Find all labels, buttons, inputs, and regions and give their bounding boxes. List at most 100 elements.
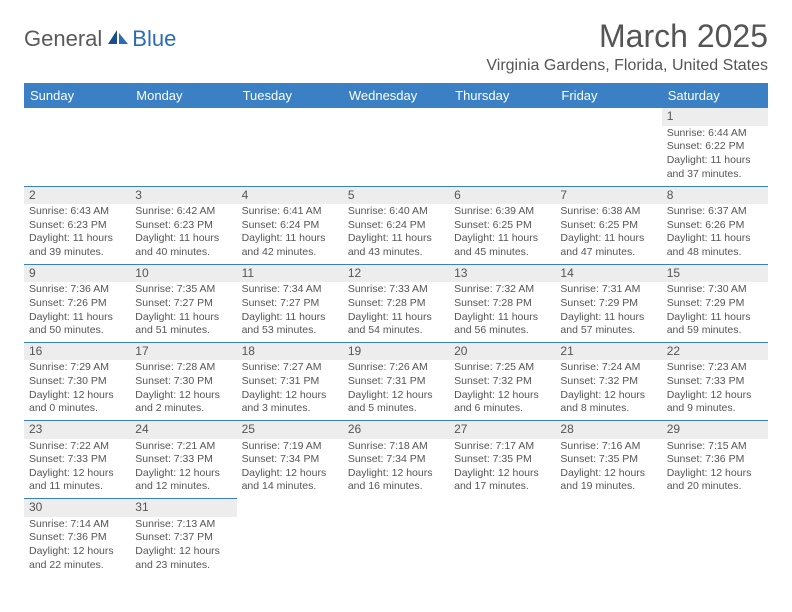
calendar-cell <box>237 108 343 186</box>
calendar-cell: 11Sunrise: 7:34 AMSunset: 7:27 PMDayligh… <box>237 264 343 342</box>
day-number: 6 <box>449 187 555 205</box>
calendar-cell: 20Sunrise: 7:25 AMSunset: 7:32 PMDayligh… <box>449 342 555 420</box>
day-info: Sunrise: 7:18 AMSunset: 7:34 PMDaylight:… <box>348 440 444 495</box>
day-number: 2 <box>24 187 130 205</box>
calendar-cell: 15Sunrise: 7:30 AMSunset: 7:29 PMDayligh… <box>662 264 768 342</box>
calendar-cell: 2Sunrise: 6:43 AMSunset: 6:23 PMDaylight… <box>24 186 130 264</box>
day-number: 20 <box>449 343 555 361</box>
day-number: 21 <box>555 343 661 361</box>
day-number: 4 <box>237 187 343 205</box>
col-sunday: Sunday <box>24 83 130 108</box>
calendar-cell: 5Sunrise: 6:40 AMSunset: 6:24 PMDaylight… <box>343 186 449 264</box>
calendar-body: 1Sunrise: 6:44 AMSunset: 6:22 PMDaylight… <box>24 108 768 577</box>
day-info: Sunrise: 7:32 AMSunset: 7:28 PMDaylight:… <box>454 283 550 338</box>
col-tuesday: Tuesday <box>237 83 343 108</box>
calendar-cell: 9Sunrise: 7:36 AMSunset: 7:26 PMDaylight… <box>24 264 130 342</box>
calendar-cell: 18Sunrise: 7:27 AMSunset: 7:31 PMDayligh… <box>237 342 343 420</box>
calendar-row: 16Sunrise: 7:29 AMSunset: 7:30 PMDayligh… <box>24 342 768 420</box>
calendar-cell: 10Sunrise: 7:35 AMSunset: 7:27 PMDayligh… <box>130 264 236 342</box>
day-number: 27 <box>449 421 555 439</box>
day-info: Sunrise: 6:40 AMSunset: 6:24 PMDaylight:… <box>348 205 444 260</box>
day-info: Sunrise: 7:26 AMSunset: 7:31 PMDaylight:… <box>348 361 444 416</box>
calendar-cell <box>662 499 768 577</box>
calendar-cell <box>24 108 130 186</box>
calendar-cell: 23Sunrise: 7:22 AMSunset: 7:33 PMDayligh… <box>24 420 130 498</box>
day-info: Sunrise: 6:41 AMSunset: 6:24 PMDaylight:… <box>242 205 338 260</box>
day-info: Sunrise: 7:19 AMSunset: 7:34 PMDaylight:… <box>242 440 338 495</box>
calendar-cell <box>343 499 449 577</box>
day-number: 16 <box>24 343 130 361</box>
calendar-cell: 3Sunrise: 6:42 AMSunset: 6:23 PMDaylight… <box>130 186 236 264</box>
location: Virginia Gardens, Florida, United States <box>486 57 768 75</box>
col-thursday: Thursday <box>449 83 555 108</box>
day-info: Sunrise: 7:15 AMSunset: 7:36 PMDaylight:… <box>667 440 763 495</box>
day-info: Sunrise: 7:36 AMSunset: 7:26 PMDaylight:… <box>29 283 125 338</box>
header: General Blue March 2025 Virginia Gardens… <box>24 18 768 75</box>
calendar-cell: 28Sunrise: 7:16 AMSunset: 7:35 PMDayligh… <box>555 420 661 498</box>
day-number: 12 <box>343 265 449 283</box>
day-info: Sunrise: 7:30 AMSunset: 7:29 PMDaylight:… <box>667 283 763 338</box>
calendar-cell: 27Sunrise: 7:17 AMSunset: 7:35 PMDayligh… <box>449 420 555 498</box>
day-info: Sunrise: 6:37 AMSunset: 6:26 PMDaylight:… <box>667 205 763 260</box>
day-info: Sunrise: 7:33 AMSunset: 7:28 PMDaylight:… <box>348 283 444 338</box>
day-number: 31 <box>130 499 236 517</box>
month-title: March 2025 <box>486 18 768 55</box>
calendar-cell: 31Sunrise: 7:13 AMSunset: 7:37 PMDayligh… <box>130 499 236 577</box>
day-info: Sunrise: 7:35 AMSunset: 7:27 PMDaylight:… <box>135 283 231 338</box>
calendar-cell <box>555 108 661 186</box>
calendar-cell: 13Sunrise: 7:32 AMSunset: 7:28 PMDayligh… <box>449 264 555 342</box>
day-info: Sunrise: 6:39 AMSunset: 6:25 PMDaylight:… <box>454 205 550 260</box>
col-monday: Monday <box>130 83 236 108</box>
day-number: 9 <box>24 265 130 283</box>
day-number: 26 <box>343 421 449 439</box>
logo-sail-icon <box>106 28 130 46</box>
day-info: Sunrise: 6:43 AMSunset: 6:23 PMDaylight:… <box>29 205 125 260</box>
calendar-header-row: Sunday Monday Tuesday Wednesday Thursday… <box>24 83 768 108</box>
calendar-cell: 19Sunrise: 7:26 AMSunset: 7:31 PMDayligh… <box>343 342 449 420</box>
col-wednesday: Wednesday <box>343 83 449 108</box>
day-info: Sunrise: 6:44 AMSunset: 6:22 PMDaylight:… <box>667 127 763 182</box>
calendar-cell: 4Sunrise: 6:41 AMSunset: 6:24 PMDaylight… <box>237 186 343 264</box>
day-info: Sunrise: 7:29 AMSunset: 7:30 PMDaylight:… <box>29 361 125 416</box>
day-number: 8 <box>662 187 768 205</box>
day-info: Sunrise: 7:14 AMSunset: 7:36 PMDaylight:… <box>29 518 125 573</box>
calendar-row: 2Sunrise: 6:43 AMSunset: 6:23 PMDaylight… <box>24 186 768 264</box>
day-number: 29 <box>662 421 768 439</box>
calendar-cell <box>555 499 661 577</box>
day-info: Sunrise: 7:21 AMSunset: 7:33 PMDaylight:… <box>135 440 231 495</box>
day-number: 25 <box>237 421 343 439</box>
calendar-row: 30Sunrise: 7:14 AMSunset: 7:36 PMDayligh… <box>24 499 768 577</box>
calendar-cell <box>449 499 555 577</box>
calendar-cell: 8Sunrise: 6:37 AMSunset: 6:26 PMDaylight… <box>662 186 768 264</box>
day-info: Sunrise: 7:16 AMSunset: 7:35 PMDaylight:… <box>560 440 656 495</box>
calendar-cell <box>237 499 343 577</box>
day-number: 13 <box>449 265 555 283</box>
calendar-cell: 12Sunrise: 7:33 AMSunset: 7:28 PMDayligh… <box>343 264 449 342</box>
day-info: Sunrise: 7:25 AMSunset: 7:32 PMDaylight:… <box>454 361 550 416</box>
day-info: Sunrise: 7:28 AMSunset: 7:30 PMDaylight:… <box>135 361 231 416</box>
day-number: 14 <box>555 265 661 283</box>
day-info: Sunrise: 7:17 AMSunset: 7:35 PMDaylight:… <box>454 440 550 495</box>
day-number: 19 <box>343 343 449 361</box>
calendar-cell <box>130 108 236 186</box>
day-number: 28 <box>555 421 661 439</box>
day-number: 11 <box>237 265 343 283</box>
logo-text-blue: Blue <box>132 26 176 52</box>
calendar-cell: 6Sunrise: 6:39 AMSunset: 6:25 PMDaylight… <box>449 186 555 264</box>
calendar-cell: 26Sunrise: 7:18 AMSunset: 7:34 PMDayligh… <box>343 420 449 498</box>
day-info: Sunrise: 7:27 AMSunset: 7:31 PMDaylight:… <box>242 361 338 416</box>
day-number: 1 <box>662 108 768 126</box>
col-saturday: Saturday <box>662 83 768 108</box>
day-number: 23 <box>24 421 130 439</box>
day-number: 24 <box>130 421 236 439</box>
day-number: 17 <box>130 343 236 361</box>
col-friday: Friday <box>555 83 661 108</box>
day-info: Sunrise: 7:22 AMSunset: 7:33 PMDaylight:… <box>29 440 125 495</box>
day-info: Sunrise: 7:23 AMSunset: 7:33 PMDaylight:… <box>667 361 763 416</box>
calendar-cell: 22Sunrise: 7:23 AMSunset: 7:33 PMDayligh… <box>662 342 768 420</box>
day-number: 5 <box>343 187 449 205</box>
day-info: Sunrise: 7:31 AMSunset: 7:29 PMDaylight:… <box>560 283 656 338</box>
calendar-row: 1Sunrise: 6:44 AMSunset: 6:22 PMDaylight… <box>24 108 768 186</box>
day-info: Sunrise: 7:34 AMSunset: 7:27 PMDaylight:… <box>242 283 338 338</box>
calendar-row: 23Sunrise: 7:22 AMSunset: 7:33 PMDayligh… <box>24 420 768 498</box>
